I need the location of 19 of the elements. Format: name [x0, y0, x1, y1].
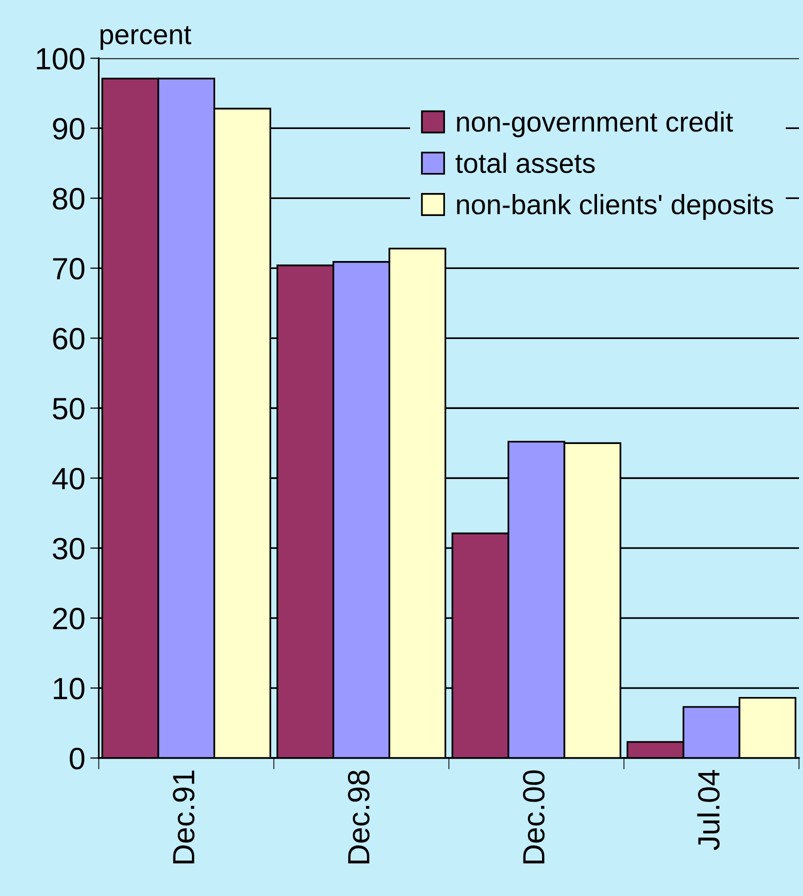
y-tick-label: 20 [53, 608, 84, 630]
x-tick-label: Jul.04 [697, 770, 720, 850]
y-tick-label: 100 [36, 48, 84, 70]
y-tick-label: 90 [53, 118, 84, 140]
legend-label: non-bank clients' deposits [457, 194, 774, 220]
y-axis-title: percent [100, 26, 192, 50]
x-tick-label: Dec.00 [522, 770, 545, 864]
legend-label: non-government credit [457, 111, 733, 138]
x-tick-label: Dec.98 [348, 770, 370, 864]
y-tick-label: 50 [52, 398, 84, 420]
y-tick-label: 40 [52, 468, 84, 490]
y-tick-label: 80 [52, 188, 84, 210]
y-tick-label: 0 [70, 748, 84, 770]
legend-label: total assets [456, 152, 595, 174]
x-tick-label: Dec.91 [172, 770, 194, 864]
y-tick-label: 30 [52, 538, 84, 560]
y-tick-label: 60 [53, 328, 84, 350]
y-tick-label: 70 [53, 258, 84, 280]
y-tick-label: 10 [54, 678, 84, 700]
